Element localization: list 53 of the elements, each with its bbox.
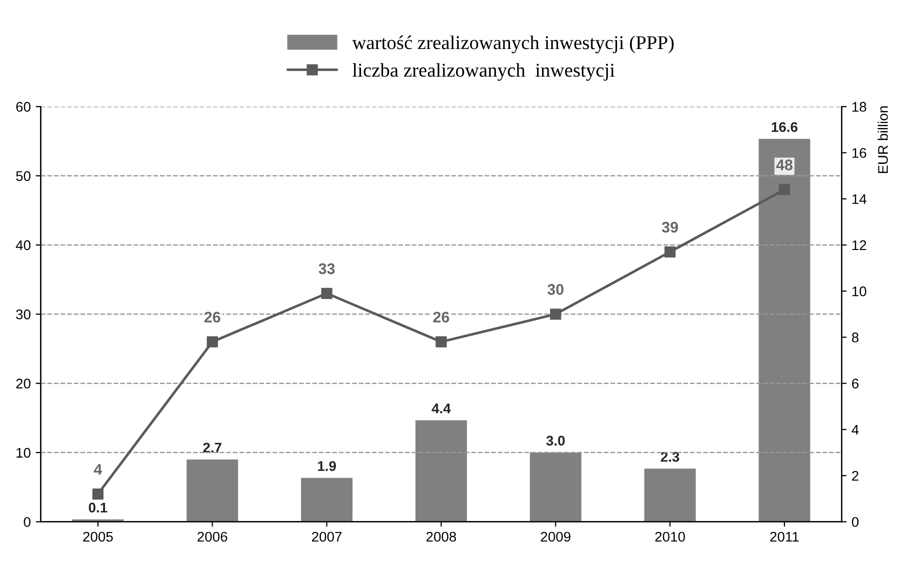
x-tick-label: 2009 bbox=[540, 532, 570, 542]
data-label: 4 bbox=[94, 464, 102, 475]
point bbox=[206, 336, 218, 348]
y-tick-label: 10 bbox=[16, 448, 30, 458]
point bbox=[778, 184, 790, 196]
data-label: 26 bbox=[433, 312, 450, 323]
data-label: 26 bbox=[204, 312, 220, 323]
y2-tick-label: 18 bbox=[852, 102, 866, 112]
bar bbox=[758, 138, 810, 522]
bar bbox=[186, 459, 238, 522]
point bbox=[436, 336, 447, 348]
y-tick-label: 0 bbox=[24, 517, 30, 527]
y-tick-label: 30 bbox=[16, 309, 30, 320]
data-label: 3.0 bbox=[546, 436, 565, 446]
point bbox=[321, 288, 332, 299]
data-label: 39 bbox=[662, 222, 678, 233]
bar bbox=[301, 478, 353, 522]
bar bbox=[530, 452, 582, 522]
x-tick-label: 2010 bbox=[655, 532, 685, 542]
y2-tick-label: 2 bbox=[852, 470, 858, 481]
data-label: 2.7 bbox=[203, 442, 222, 452]
y2-tick-label: 14 bbox=[852, 194, 866, 204]
data-label: 4.4 bbox=[432, 404, 451, 414]
y2-tick-label: 4 bbox=[852, 424, 859, 435]
x-tick-label: 2011 bbox=[770, 532, 799, 542]
legend-label: wartość zrealizowanych inwestycji (PPP) bbox=[352, 36, 674, 54]
data-label: 0.1 bbox=[88, 502, 108, 513]
y-tick-label: 20 bbox=[16, 378, 30, 389]
data-label: 33 bbox=[318, 263, 335, 274]
data-label: 30 bbox=[547, 284, 564, 295]
data-label: 16.6 bbox=[772, 122, 798, 132]
x-tick-label: 2008 bbox=[426, 532, 456, 542]
y2-axis-title: EUR billion bbox=[878, 106, 888, 174]
data-label: 48 bbox=[776, 160, 792, 170]
data-label: 1.9 bbox=[318, 461, 336, 471]
x-tick-label: 2006 bbox=[198, 532, 228, 542]
legend-label: liczba zrealizowanych inwestycji bbox=[352, 63, 615, 81]
y-tick-label: 40 bbox=[16, 240, 30, 250]
x-tick-label: 2005 bbox=[83, 532, 113, 542]
y-tick-label: 50 bbox=[16, 171, 30, 181]
x-tick-label: 2007 bbox=[312, 532, 342, 542]
y-tick-label: 60 bbox=[16, 102, 30, 112]
y2-tick-label: 0 bbox=[852, 517, 859, 527]
y2-tick-label: 10 bbox=[852, 286, 866, 296]
bar bbox=[415, 420, 467, 522]
y2-tick-label: 6 bbox=[852, 378, 858, 389]
point bbox=[664, 246, 676, 258]
y2-tick-label: 8 bbox=[852, 332, 858, 342]
y2-tick-label: 16 bbox=[852, 148, 866, 158]
point bbox=[92, 488, 104, 500]
point bbox=[550, 308, 562, 320]
bar bbox=[644, 468, 696, 522]
y2-tick-label: 12 bbox=[852, 240, 866, 250]
